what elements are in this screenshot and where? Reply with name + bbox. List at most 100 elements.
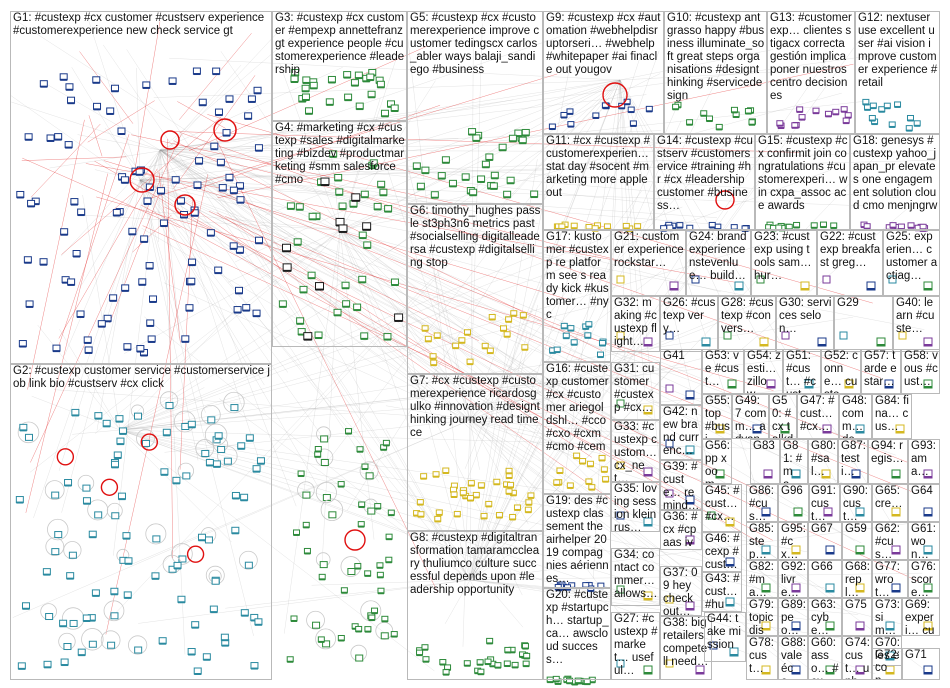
graph-node-bar xyxy=(467,499,474,502)
graph-node-bar xyxy=(236,251,244,254)
network-edge xyxy=(339,229,389,344)
graph-node-bar xyxy=(877,344,885,346)
network-edge-red xyxy=(133,21,161,175)
network-edge xyxy=(119,429,687,598)
graph-node-bar xyxy=(253,315,261,318)
group-box-g12: G12: nextuser use excellent user #ai vis… xyxy=(855,11,940,134)
graph-node-bar xyxy=(852,476,860,478)
graph-node-bar xyxy=(124,596,132,599)
graph-node-bar xyxy=(823,431,831,433)
group-label: G19: des #custexp classement theairhelpe… xyxy=(546,495,609,585)
graph-node-bar xyxy=(124,562,132,565)
group-label: G28: #custexp #convers… xyxy=(721,297,774,335)
graph-node xyxy=(616,331,625,340)
network-edge xyxy=(469,579,684,609)
network-edge xyxy=(113,149,161,556)
graph-node xyxy=(355,654,364,662)
group-label: G96 xyxy=(781,485,803,497)
graph-node-bar xyxy=(388,514,395,517)
network-edge xyxy=(159,149,427,380)
graph-node-bar xyxy=(40,85,48,88)
graph-node-bar xyxy=(892,552,900,554)
group-label: G71 xyxy=(905,649,927,661)
network-edge xyxy=(324,79,621,466)
graph-node-bar xyxy=(731,111,738,114)
graph-node-bar xyxy=(206,464,214,467)
graph-node xyxy=(365,472,374,480)
graph-node-bar xyxy=(628,111,635,114)
group-box-g1: G1: #custexp #cx customer #custserv expe… xyxy=(10,11,272,364)
group-label: G51: #cust… #cust… xyxy=(786,350,817,393)
graph-node-bar xyxy=(826,590,834,592)
network-edge-red xyxy=(208,210,479,341)
network-edge xyxy=(559,79,621,511)
graph-node-bar xyxy=(364,630,371,633)
network-edge xyxy=(346,79,621,511)
graph-node-bar xyxy=(16,501,24,504)
graph-node-bar xyxy=(250,667,258,670)
graph-node-bar xyxy=(571,227,578,230)
network-edge-red xyxy=(177,101,226,129)
group-label: G24: brand experience nstevenlue… build… xyxy=(689,231,747,282)
graph-node-bar xyxy=(792,672,800,674)
graph-node-bar xyxy=(716,476,724,478)
group-box-g93: G93: ama… xyxy=(908,439,940,484)
graph-node-bar xyxy=(825,115,832,118)
graph-node-bar xyxy=(748,123,755,126)
graph-node-bar xyxy=(59,625,67,628)
network-edge xyxy=(469,419,480,470)
graph-node-bar xyxy=(792,552,800,554)
graph-node-bar xyxy=(305,112,313,115)
graph-node xyxy=(616,585,625,594)
graph-node-bar xyxy=(128,233,136,236)
group-label: G32: making #custexp flight… xyxy=(614,297,657,348)
group-box-g95: G95: #cx… xyxy=(778,522,808,560)
network-edge xyxy=(469,579,474,588)
group-box-g52: G52: conne… custo… xyxy=(821,349,861,394)
graph-node xyxy=(24,433,33,441)
graph-node-bar xyxy=(368,96,376,99)
network-edge xyxy=(339,229,582,294)
graph-node-bar xyxy=(826,628,834,630)
graph-node-bar xyxy=(103,425,111,428)
group-label: G12: nextuser use excellent user #ai vis… xyxy=(858,12,938,89)
network-edge-red xyxy=(207,114,873,304)
group-label: G50: #cx talkde… xyxy=(772,395,793,438)
self-loop xyxy=(63,541,82,560)
graph-node-bar xyxy=(510,494,517,497)
graph-node-bar xyxy=(98,325,106,328)
graph-node-bar xyxy=(172,482,180,485)
graph-node-bar xyxy=(358,525,365,528)
network-edge xyxy=(469,419,538,492)
self-loop xyxy=(17,421,40,444)
network-edge-red xyxy=(58,134,130,347)
network-edge-red xyxy=(216,212,592,458)
graph-node-bar xyxy=(486,642,493,645)
group-label: G59 xyxy=(845,523,867,535)
network-edge xyxy=(119,429,713,513)
graph-node-bar xyxy=(567,329,574,332)
graph-node-bar xyxy=(672,108,679,111)
group-label: G36: #cx #cpaas ivr… xyxy=(663,511,698,549)
graph-node-bar xyxy=(794,514,802,516)
group-box-g22: G22: #custexp breakfast greg… xyxy=(817,230,883,296)
network-edge-red xyxy=(109,184,164,324)
group-box-g82: G82: #ma… xyxy=(746,560,778,598)
group-label: G60: asso… #cus… xyxy=(811,637,839,679)
graph-node-bar xyxy=(61,664,69,667)
group-label: G42: new brand currenc… xyxy=(663,406,699,457)
network-edge xyxy=(79,149,161,288)
group-box-g23: G23: #custexp using tools sam… hur… xyxy=(751,230,817,296)
network-edge-red xyxy=(146,73,558,200)
graph-node-bar xyxy=(194,672,202,675)
graph-node-bar xyxy=(924,514,932,516)
graph-node-bar xyxy=(686,452,694,454)
network-edge xyxy=(401,321,471,581)
graph-node-bar xyxy=(215,114,223,117)
group-box-g88: G88: vale éco… xyxy=(778,636,808,680)
network-edge xyxy=(159,149,857,465)
group-box-g81: G81: #ma… xyxy=(780,439,808,484)
group-box-g59: G59 xyxy=(842,522,872,560)
graph-node-bar xyxy=(315,288,324,291)
graph-node-bar xyxy=(116,443,124,446)
